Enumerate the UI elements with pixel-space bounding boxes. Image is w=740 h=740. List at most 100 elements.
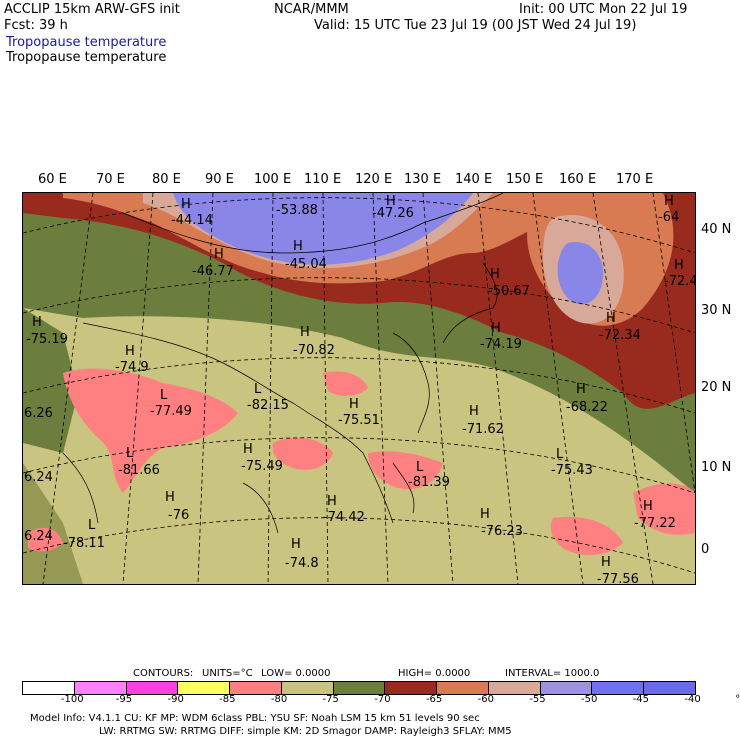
extremum-value: -72.4 xyxy=(664,274,696,289)
extremum-value: -71.62 xyxy=(462,422,504,437)
colorbar-swatch xyxy=(592,682,645,694)
colorbar-tick-label: -60 xyxy=(477,694,494,705)
colorbar xyxy=(22,681,696,695)
temperature-field xyxy=(23,193,695,584)
colorbar-tick-label: -95 xyxy=(115,694,133,705)
extremum-marker: L xyxy=(88,518,96,533)
colorbar-tick-label: -65 xyxy=(425,694,443,705)
contours-interval: INTERVAL= 1000.0 xyxy=(505,668,600,679)
model-title: ACCLIP 15km ARW-GFS init xyxy=(4,2,180,17)
lon-label: 120 E xyxy=(355,172,393,187)
colorbar-tick-label: -90 xyxy=(167,694,184,705)
extremum-value: -46.77 xyxy=(192,264,234,279)
colorbar-swatch xyxy=(644,682,695,694)
extremum-marker: H xyxy=(125,344,135,359)
extremum-marker: H xyxy=(480,507,490,522)
forecast-hour: Fcst: 39 h xyxy=(4,18,68,33)
extremum-value: -82.15 xyxy=(247,398,289,413)
colorbar-swatch xyxy=(230,682,282,694)
extremum-value: -75.43 xyxy=(551,463,593,478)
lon-label: 140 E xyxy=(455,172,493,187)
extremum-value: -74.42 xyxy=(323,510,365,525)
extremum-marker: H xyxy=(674,258,684,273)
contours-label: CONTOURS: xyxy=(133,668,194,679)
extremum-marker: H xyxy=(293,239,303,254)
colorbar-swatch xyxy=(540,682,593,694)
extremum-value: -77.22 xyxy=(634,516,676,531)
extremum-value: -50.67 xyxy=(488,284,530,299)
colorbar-tick-label: °C xyxy=(735,694,740,705)
lon-label: 160 E xyxy=(559,172,597,187)
colorbar-swatch xyxy=(488,682,541,694)
extremum-marker: L xyxy=(556,447,564,462)
extremum-marker: H xyxy=(606,311,616,326)
lon-label: 60 E xyxy=(38,172,67,187)
extremum-marker: H xyxy=(601,555,611,570)
colorbar-swatch xyxy=(126,682,179,694)
lon-label: 130 E xyxy=(404,172,442,187)
extremum-marker: H xyxy=(491,321,501,336)
extremum-marker: L xyxy=(160,388,168,403)
colorbar-tick-label: -85 xyxy=(219,694,236,705)
lat-label: 40 N xyxy=(701,222,732,237)
model-info-line2: LW: RRTMG SW: RRTMG DIFF: simple KM: 2D … xyxy=(99,726,512,737)
colorbar-tick-label: -80 xyxy=(270,694,288,705)
colorbar-swatch xyxy=(385,682,438,694)
lon-label: 90 E xyxy=(205,172,234,187)
colorbar-swatch xyxy=(23,682,75,694)
lat-label: 20 N xyxy=(701,380,732,395)
extremum-value: -76.26 xyxy=(23,406,53,421)
colorbar-tick-label: -100 xyxy=(60,694,84,705)
extremum-marker: H xyxy=(165,490,175,505)
contours-low: LOW= 0.0000 xyxy=(261,668,331,679)
colorbar-tick-label: -45 xyxy=(632,694,650,705)
extremum-value: -70.82 xyxy=(293,343,335,358)
lon-label: 170 E xyxy=(616,172,654,187)
extremum-value: -64 xyxy=(658,210,680,225)
extremum-value: -45.04 xyxy=(285,257,327,272)
colorbar-swatch xyxy=(281,682,334,694)
extremum-marker: H xyxy=(243,442,253,457)
lon-label: 150 E xyxy=(506,172,544,187)
extremum-value: -77.49 xyxy=(150,404,192,419)
extremum-marker: L xyxy=(126,446,134,461)
lon-label: 80 E xyxy=(152,172,181,187)
extremum-marker: H xyxy=(386,194,396,209)
lat-label: 30 N xyxy=(701,303,732,318)
lat-label: 10 N xyxy=(701,460,732,475)
center-name: NCAR/MMM xyxy=(274,2,349,17)
extremum-value: -76.23 xyxy=(481,524,523,539)
extremum-marker: H xyxy=(214,247,224,262)
colorbar-tick-label: -50 xyxy=(581,694,598,705)
field-title-shaded: Tropopause temperature xyxy=(6,35,167,50)
field-title-contour: Tropopause temperature xyxy=(6,50,167,65)
extremum-value: -78.11 xyxy=(63,536,105,551)
contours-high: HIGH= 0.0000 xyxy=(398,668,471,679)
contours-units: UNITS=°C xyxy=(202,668,253,679)
extremum-value: -75.49 xyxy=(241,459,283,474)
lat-label: 0 xyxy=(701,542,710,557)
colorbar-tick-label: -75 xyxy=(322,694,339,705)
extremum-marker: H xyxy=(327,494,337,509)
extremum-marker: H xyxy=(576,382,586,397)
extremum-value: -74.19 xyxy=(480,337,522,352)
extremum-value: -76.24 xyxy=(23,529,53,544)
extremum-value: -81.66 xyxy=(118,463,160,478)
colorbar-swatch xyxy=(74,682,127,694)
extremum-marker: L xyxy=(254,382,262,397)
extremum-value: -44.14 xyxy=(171,213,213,228)
lon-label: 100 E xyxy=(254,172,292,187)
extremum-value: -74.8 xyxy=(285,556,319,571)
colorbar-swatch xyxy=(178,682,231,694)
extremum-marker: H xyxy=(349,397,359,412)
extremum-value: -76.24 xyxy=(23,470,53,485)
colorbar-swatch xyxy=(437,682,489,694)
extremum-marker: H xyxy=(490,267,500,282)
lon-label: 70 E xyxy=(96,172,125,187)
extremum-value: -47.26 xyxy=(372,206,414,221)
extremum-value: -72.34 xyxy=(599,328,641,343)
extremum-value: -75.51 xyxy=(338,413,380,428)
valid-time: Valid: 15 UTC Tue 23 Jul 19 (00 JST Wed … xyxy=(314,18,637,33)
colorbar-tick-label: -70 xyxy=(374,694,391,705)
extremum-marker: L xyxy=(416,460,424,475)
